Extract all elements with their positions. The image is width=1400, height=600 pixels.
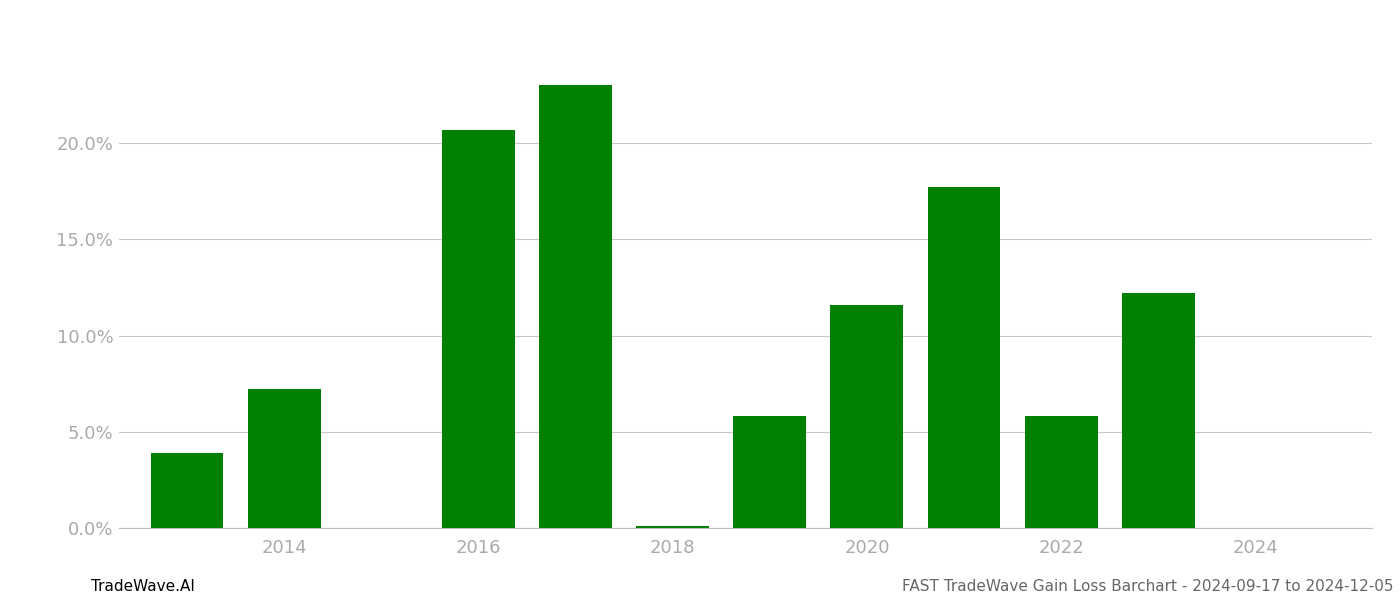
Bar xyxy=(442,130,515,528)
Text: TradeWave.AI: TradeWave.AI xyxy=(91,579,195,594)
Bar xyxy=(928,187,1001,528)
Bar xyxy=(1121,293,1194,528)
Bar xyxy=(539,85,612,528)
Bar xyxy=(1025,416,1098,528)
Bar xyxy=(830,305,903,528)
Bar xyxy=(248,389,321,528)
Bar xyxy=(151,453,224,528)
Text: FAST TradeWave Gain Loss Barchart - 2024-09-17 to 2024-12-05: FAST TradeWave Gain Loss Barchart - 2024… xyxy=(902,579,1393,594)
Bar xyxy=(734,416,806,528)
Bar xyxy=(636,526,708,528)
